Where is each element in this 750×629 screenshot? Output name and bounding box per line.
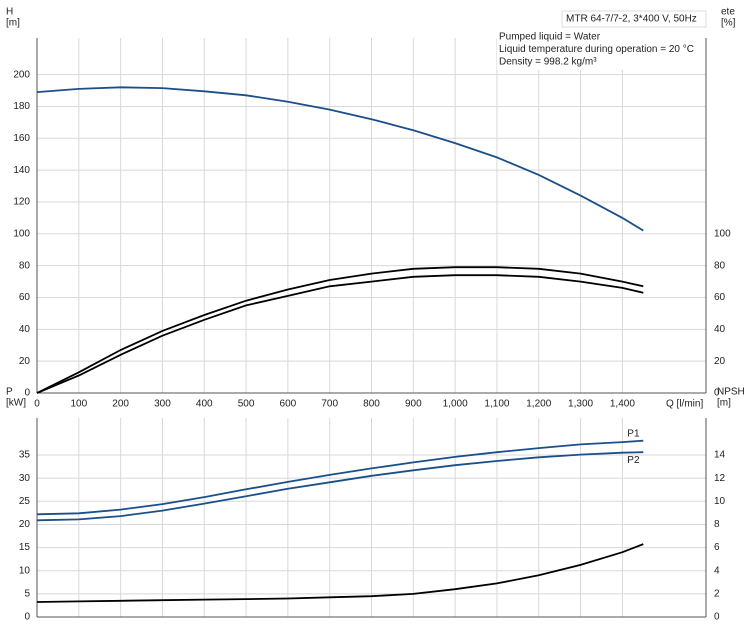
x-tick-label: 1,400 [610, 399, 635, 410]
x-tick-label: 1,000 [443, 399, 468, 410]
annotation: Liquid temperature during operation = 20… [499, 44, 694, 55]
annotation: Pumped liquid = Water [499, 32, 601, 43]
y2-tick-label: 0 [714, 612, 720, 623]
y2-tick-label: 2 [714, 589, 720, 600]
y2-tick-label: 80 [714, 260, 726, 271]
y-tick-label: 60 [19, 292, 31, 303]
x-tick-label: 300 [154, 399, 171, 410]
x-tick-label: 700 [321, 399, 338, 410]
x-tick-label: 100 [70, 399, 87, 410]
annotation-box [497, 30, 705, 70]
y2-tick-label: 8 [714, 519, 720, 530]
y2-tick-label: 60 [714, 292, 726, 303]
curve [36, 439, 644, 516]
y-tick-label: 20 [19, 519, 31, 530]
y2-tick-label: 12 [714, 473, 726, 484]
y-tick-label: 30 [19, 473, 31, 484]
x-tick-label: 0 [34, 399, 40, 410]
curve [36, 274, 644, 394]
x-tick-label: 500 [238, 399, 255, 410]
curve-label: P2 [627, 455, 640, 466]
curve [36, 543, 644, 603]
y-tick-label: 40 [19, 324, 31, 335]
y2-tick-label: 14 [714, 450, 726, 461]
y2-tick-label: 4 [714, 565, 720, 576]
annotation: Density = 998.2 kg/m³ [499, 57, 597, 68]
y-tick-label: 15 [19, 542, 31, 553]
y2-tick-label: 20 [714, 356, 726, 367]
y2-tick-label: 6 [714, 542, 720, 553]
x-tick-label: 400 [196, 399, 213, 410]
y-tick-label: 0 [24, 388, 30, 399]
y2-tick-label: 10 [714, 496, 726, 507]
curve [36, 451, 644, 522]
curve [36, 86, 644, 232]
x-tick-label: 1,100 [484, 399, 509, 410]
chart-title: MTR 64-7/7-2, 3*400 V, 50Hz [566, 14, 697, 25]
y-tick-label: 200 [13, 69, 30, 80]
y-axis-label: P [6, 387, 13, 398]
y-tick-label: 35 [19, 450, 31, 461]
y2-axis-label: [m] [717, 398, 731, 409]
y-tick-label: 100 [13, 228, 30, 239]
y2-tick-label: 100 [714, 228, 731, 239]
x-tick-label: 600 [280, 399, 297, 410]
x-tick-label: 800 [363, 399, 380, 410]
y-tick-label: 160 [13, 133, 30, 144]
y2-axis-label: NPSH [717, 387, 745, 398]
curve [36, 266, 644, 394]
y2-tick-label: 40 [714, 324, 726, 335]
y-tick-label: 5 [24, 589, 30, 600]
y-tick-label: 20 [19, 356, 31, 367]
y-tick-label: 80 [19, 260, 31, 271]
y2-axis-label: ete [721, 7, 735, 18]
y2-tick-label: 0 [714, 388, 720, 399]
y-tick-label: 180 [13, 101, 30, 112]
y-axis-label: [m] [6, 18, 20, 29]
y-tick-label: 10 [19, 565, 31, 576]
y-axis-label: [kW] [6, 398, 26, 409]
title-box [561, 10, 707, 28]
curve-label: P1 [627, 428, 640, 439]
y2-axis-label: [%] [721, 18, 736, 29]
x-tick-label: 1,200 [526, 399, 551, 410]
x-tick-label: 900 [405, 399, 422, 410]
y-tick-label: 120 [13, 197, 30, 208]
y-tick-label: 140 [13, 165, 30, 176]
x-tick-label: 1,300 [568, 399, 593, 410]
y-tick-label: 0 [24, 612, 30, 623]
y-tick-label: 25 [19, 496, 31, 507]
y-axis-label: H [6, 7, 13, 18]
x-axis-label: Q [l/min] [666, 399, 703, 410]
x-tick-label: 200 [112, 399, 129, 410]
